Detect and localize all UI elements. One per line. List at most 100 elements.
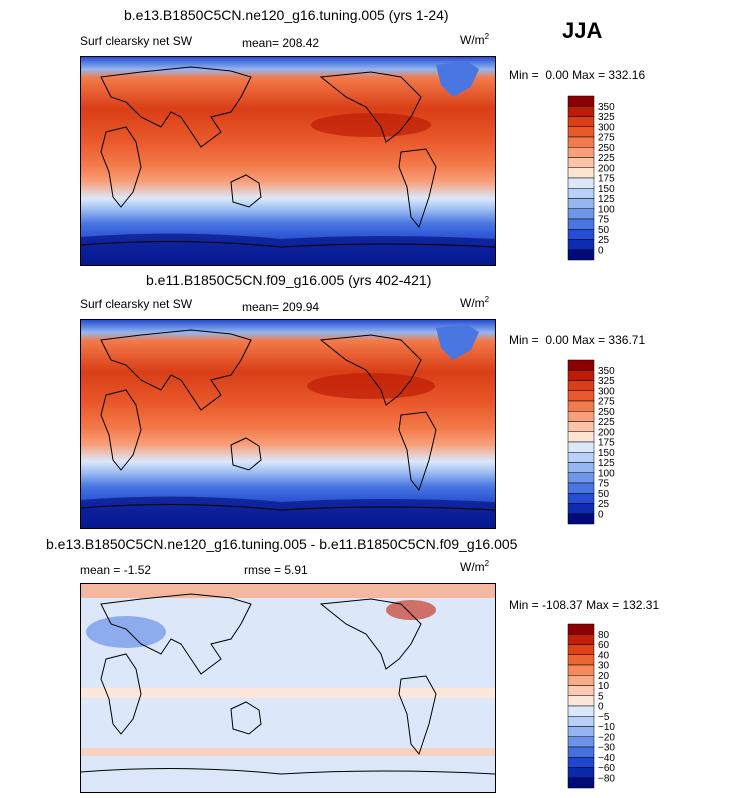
panel1-map xyxy=(80,56,496,266)
colorbar-swatch xyxy=(567,411,595,422)
colorbar-swatch xyxy=(567,654,595,666)
colorbar-swatch xyxy=(567,634,595,645)
colorbar-tick-label: 175 xyxy=(598,438,615,449)
panel3-colorbar: 80 60 40 30 20 10 5 0 −5 −10 −20 −30 −40 −60 −80 xyxy=(567,623,628,789)
season-label: JJA xyxy=(562,18,603,43)
colorbar-swatch xyxy=(567,767,595,778)
panel2-mean: mean= 209.94 xyxy=(242,300,319,314)
panel3-southern-band xyxy=(81,748,495,756)
colorbar-swatch xyxy=(567,400,595,412)
colorbar-tick-label: 350 xyxy=(598,102,615,113)
colorbar-tick-label: −60 xyxy=(598,763,615,774)
panel2-title: b.e11.B1850C5CN.f09_g16.005 (yrs 402-421… xyxy=(146,272,432,288)
colorbar-swatch xyxy=(567,472,595,484)
panel3-tropic-band xyxy=(81,688,495,698)
colorbar-tick-label: 325 xyxy=(598,376,615,387)
colorbar-tick-label: 0 xyxy=(598,245,604,256)
colorbar-tick-label: −80 xyxy=(598,773,615,784)
colorbar-swatch xyxy=(567,503,595,514)
panel3-title: b.e13.B1850C5CN.ne120_g16.tuning.005 - b… xyxy=(46,536,518,552)
colorbar-swatch xyxy=(567,493,595,504)
panel1-mean-value: 208.42 xyxy=(282,36,320,50)
colorbar-swatch xyxy=(567,513,595,525)
colorbar-tick-label: 250 xyxy=(598,143,615,154)
panel3-map xyxy=(80,583,496,793)
colorbar-tick-label: 300 xyxy=(598,122,615,133)
colorbar-swatch xyxy=(567,777,595,789)
panel2-map-svg xyxy=(81,320,495,528)
colorbar-tick-label: 325 xyxy=(598,112,615,123)
colorbar-swatch xyxy=(567,157,595,168)
panel2-mean-label: mean= xyxy=(242,300,280,314)
colorbar-swatch xyxy=(567,462,595,473)
colorbar-tick-label: −40 xyxy=(598,753,615,764)
colorbar-swatch xyxy=(567,380,595,391)
panel2-mean-value: 209.94 xyxy=(282,300,320,314)
colorbar-tick-label: 10 xyxy=(598,681,610,692)
colorbar-swatch xyxy=(567,705,595,717)
panel1-colorbar: 350 325 300 275 250 225 200 175 150 125 100 75 50 25 0 xyxy=(567,95,628,261)
colorbar-swatch xyxy=(567,452,595,463)
colorbar-tick-label: 225 xyxy=(598,153,615,164)
colorbar-tick-label: −20 xyxy=(598,732,615,743)
colorbar-swatch xyxy=(567,695,595,707)
colorbar-tick-label: 200 xyxy=(598,427,615,438)
colorbar-tick-label: 5 xyxy=(598,691,604,702)
colorbar-swatch xyxy=(567,136,595,148)
colorbar-swatch xyxy=(567,359,595,371)
colorbar-tick-label: 50 xyxy=(598,225,610,236)
colorbar-swatch xyxy=(567,675,595,686)
colorbar-tick-label: 125 xyxy=(598,194,615,205)
colorbar-swatch xyxy=(567,116,595,127)
colorbar-tick-label: 175 xyxy=(598,174,615,185)
colorbar-swatch xyxy=(567,726,595,737)
colorbar-swatch xyxy=(567,664,595,676)
colorbar-swatch xyxy=(567,370,595,381)
colorbar-tick-label: 0 xyxy=(598,702,604,713)
colorbar-tick-label: 125 xyxy=(598,458,615,469)
panel3-mean-value: -1.52 xyxy=(123,563,152,577)
colorbar-tick-label: 350 xyxy=(598,366,615,377)
colorbar-tick-label: 200 xyxy=(598,163,615,174)
panel1-minmax: Min = 0.00 Max = 332.16 xyxy=(509,68,646,82)
panel1-mean: mean= 208.42 xyxy=(242,36,319,50)
colorbar-tick-label: 75 xyxy=(598,215,610,226)
colorbar-tick-label: −5 xyxy=(598,712,610,723)
colorbar-swatch xyxy=(567,188,595,199)
colorbar-swatch xyxy=(567,208,595,220)
colorbar-tick-label: 150 xyxy=(598,448,615,459)
panel2-minmax: Min = 0.00 Max = 336.71 xyxy=(509,333,646,347)
colorbar-tick-label: 250 xyxy=(598,407,615,418)
panel3-units: W/m2 xyxy=(460,559,490,574)
colorbar-swatch xyxy=(567,716,595,727)
panel1-max-zone xyxy=(311,113,431,137)
panel3-mean-label: mean = xyxy=(80,563,121,577)
colorbar-tick-label: 25 xyxy=(598,499,610,510)
panel2-greenland xyxy=(436,324,479,360)
colorbar-tick-label: −10 xyxy=(598,722,615,733)
panel2-colorbar: 350 325 300 275 250 225 200 175 150 125 100 75 50 25 0 xyxy=(567,359,628,525)
panel1-field xyxy=(81,57,495,265)
panel2-variable: Surf clearsky net SW xyxy=(80,297,193,311)
colorbar-tick-label: 100 xyxy=(598,204,615,215)
colorbar-swatch xyxy=(567,198,595,209)
panel3-map-svg xyxy=(81,584,495,792)
colorbar-tick-label: 275 xyxy=(598,133,615,144)
colorbar-swatch xyxy=(567,249,595,261)
panel3-arctic-band xyxy=(81,584,495,598)
colorbar-tick-label: 225 xyxy=(598,417,615,428)
colorbar-tick-label: 60 xyxy=(598,640,610,651)
panel1-title: b.e13.B1850C5CN.ne120_g16.tuning.005 (yr… xyxy=(124,7,449,23)
colorbar-tick-label: 80 xyxy=(598,630,610,641)
colorbar-swatch xyxy=(567,239,595,250)
panel3-rmse-value: 5.91 xyxy=(284,563,308,577)
colorbar-swatch xyxy=(567,126,595,138)
colorbar-swatch xyxy=(567,644,595,655)
colorbar-swatch xyxy=(567,177,595,189)
panel3-minmax: Min = -108.37 Max = 132.31 xyxy=(509,598,660,612)
panel1-map-svg xyxy=(81,57,495,265)
panel1-mean-label: mean= xyxy=(242,36,280,50)
